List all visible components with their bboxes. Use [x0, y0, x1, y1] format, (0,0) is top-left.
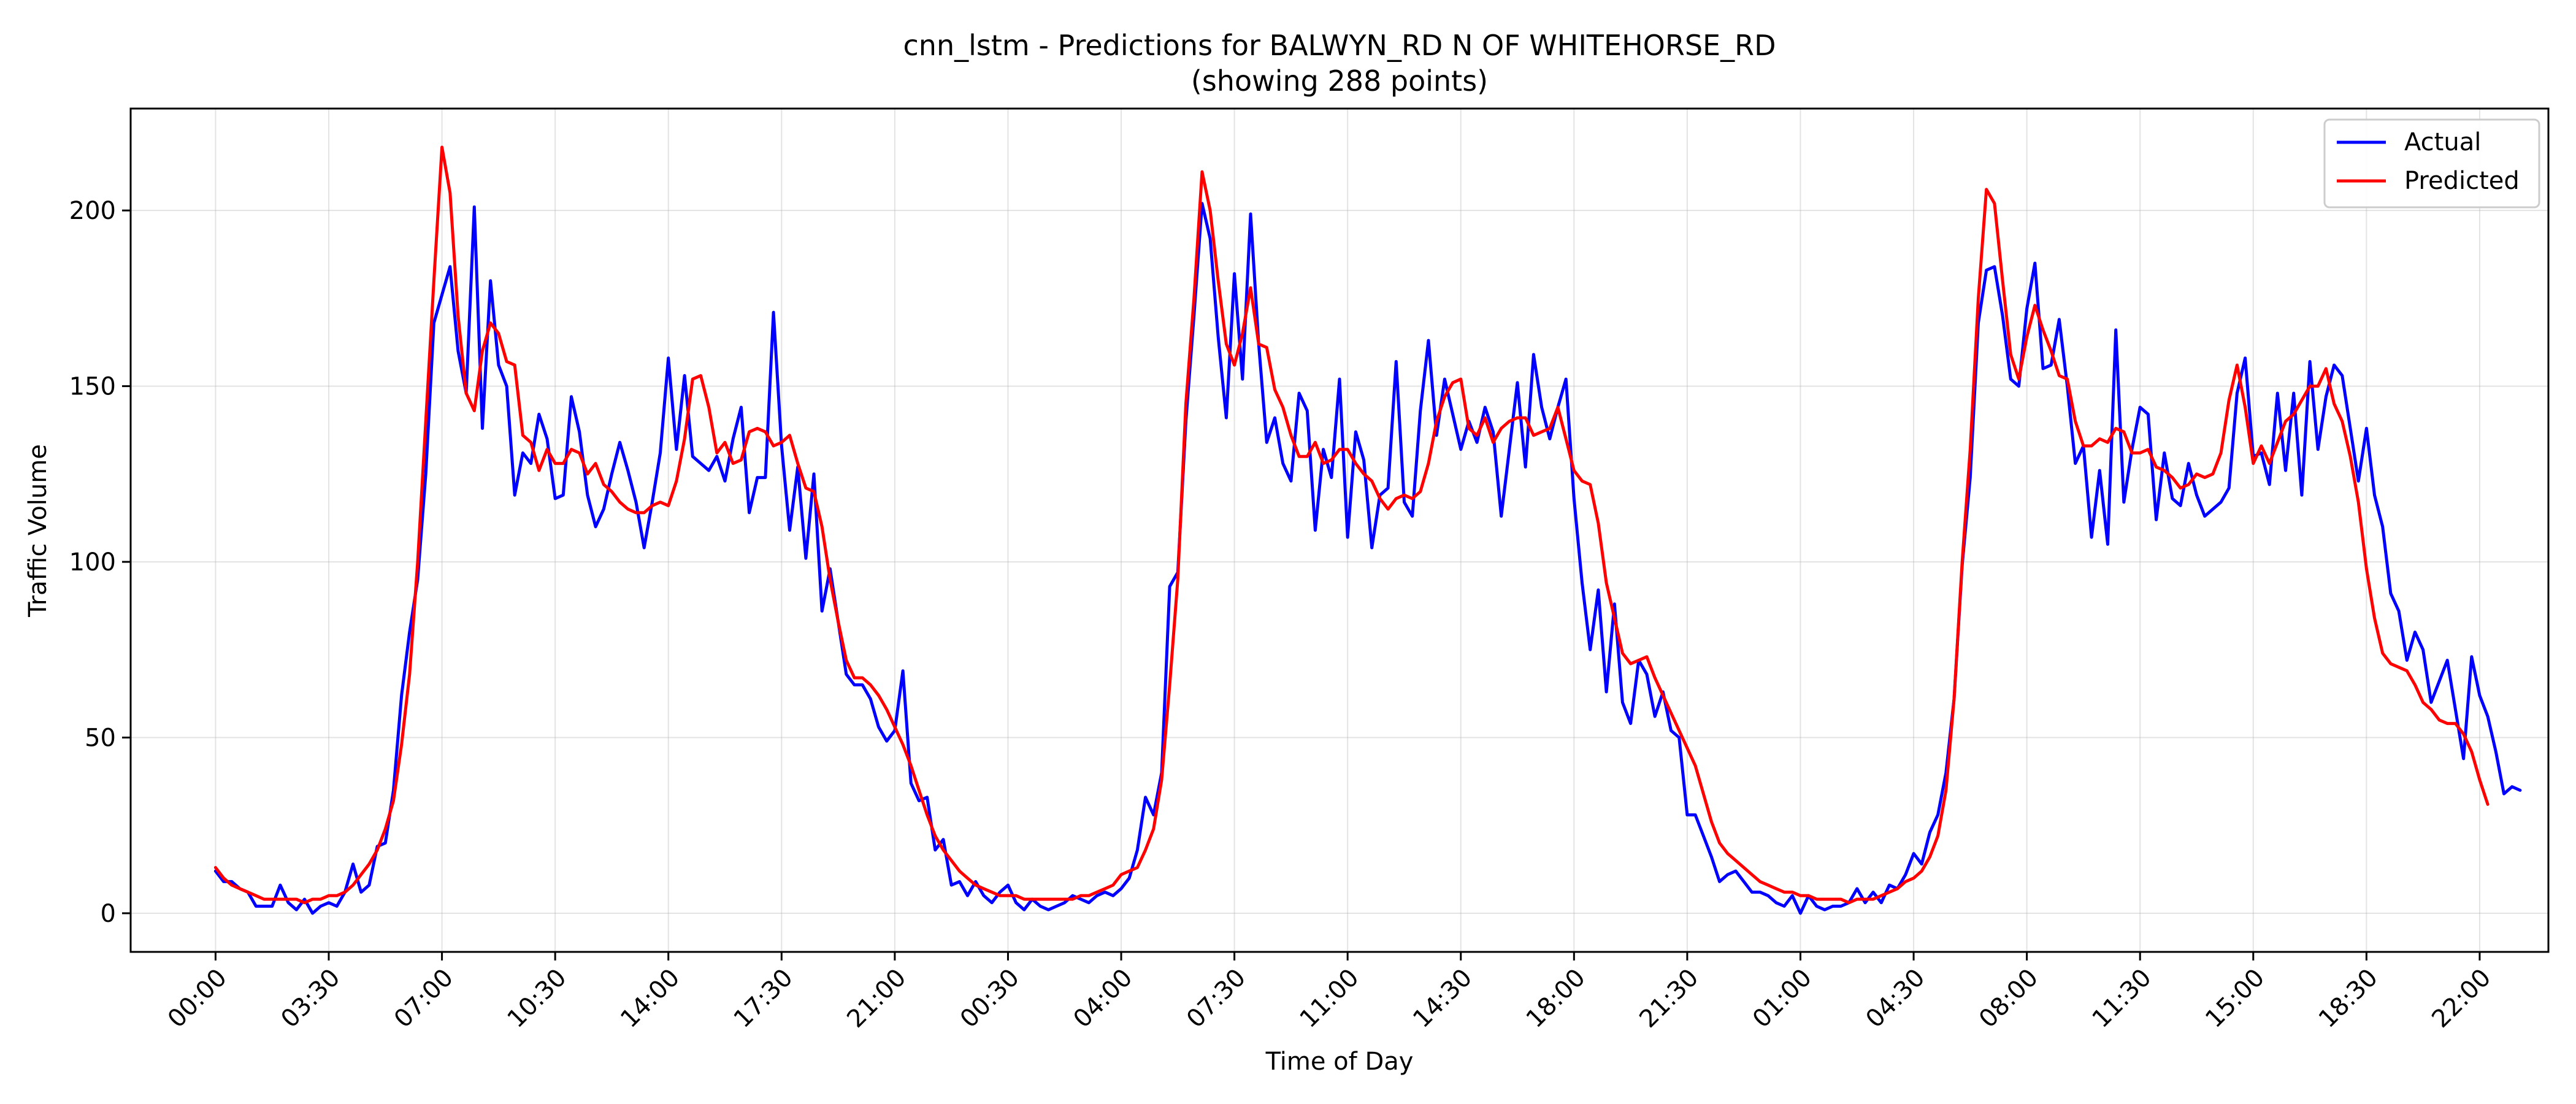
y-tick-label: 150: [69, 373, 116, 401]
y-tick-label: 100: [69, 548, 116, 577]
series-lines: [213, 145, 2522, 915]
y-tick-label: 50: [85, 724, 116, 753]
y-axis-ticks: 0 50 100 150 200: [69, 197, 131, 928]
y-tick-label: 0: [101, 900, 116, 928]
x-axis-label: Time of Day: [1265, 1048, 1414, 1076]
legend-label-actual: Actual: [2404, 128, 2481, 156]
plot-frame: [129, 107, 2550, 953]
y-tick-label: 200: [69, 197, 116, 225]
series-line-actual: [213, 202, 2522, 915]
grid: [131, 109, 2548, 952]
chart-subtitle: (showing 288 points): [1191, 64, 1488, 98]
y-axis-label: Traffic Volume: [24, 444, 52, 618]
series-line-predicted: [213, 145, 2490, 905]
legend: Actual Predicted: [2323, 118, 2540, 209]
legend-label-predicted: Predicted: [2404, 167, 2520, 195]
chart-title: cnn_lstm - Predictions for BALWYN_RD N O…: [903, 29, 1776, 62]
